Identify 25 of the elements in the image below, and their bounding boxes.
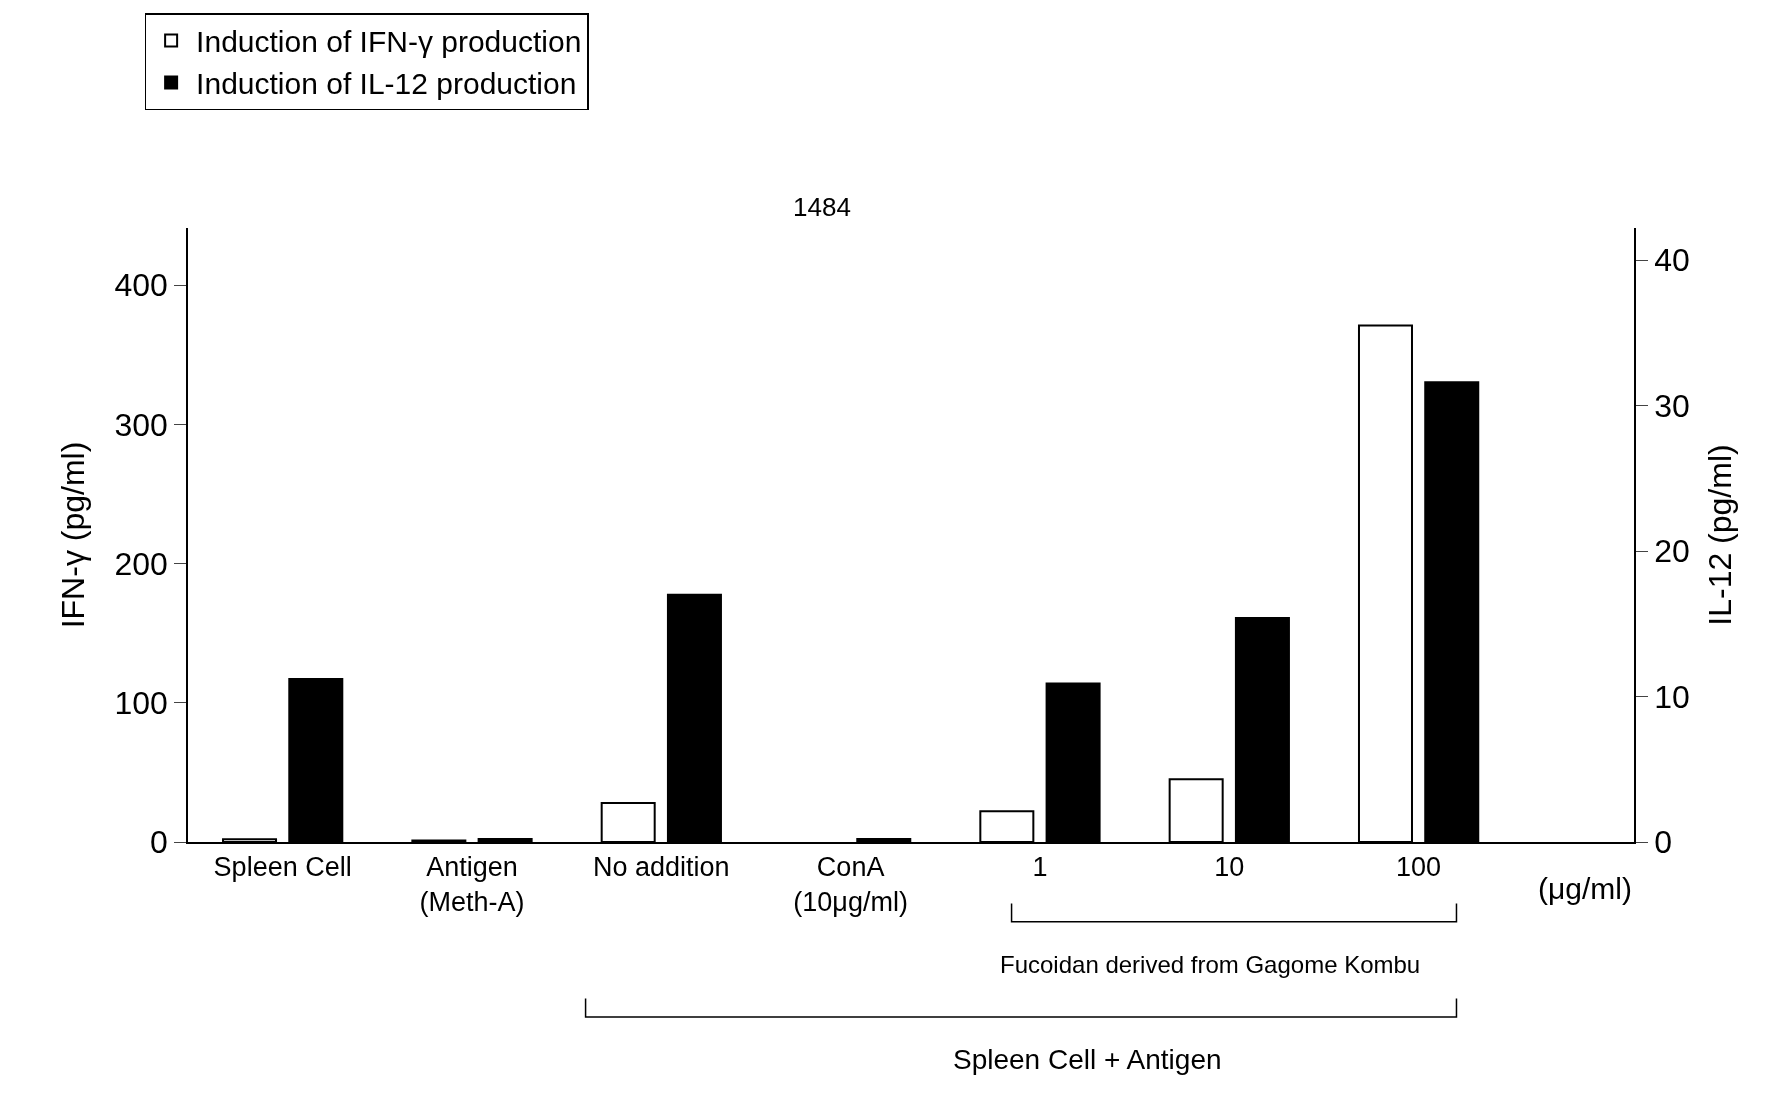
x-tick-label: 1 xyxy=(1032,852,1048,883)
y2-axis-title: IL-12 (pg/ml) xyxy=(1702,444,1739,626)
y-tick-label: 0 xyxy=(150,824,168,861)
x-tick-label: Spleen Cell xyxy=(213,852,352,883)
y-tick-label: 300 xyxy=(114,406,168,443)
y-axis-title: IFN-γ (pg/ml) xyxy=(55,441,92,629)
y-tick-label: 400 xyxy=(114,267,168,304)
y2-tick-label: 0 xyxy=(1654,824,1672,861)
y2-tick-label: 20 xyxy=(1654,533,1690,570)
text: Fucoidan derived from Gagome Kombu xyxy=(1000,951,1421,978)
x-tick-label: No addition xyxy=(593,852,730,883)
x-tick-label: ConA (10μg/ml) xyxy=(793,852,908,918)
text: (μg/ml) xyxy=(1538,872,1632,905)
x-tick-label: Antigen (Meth-A) xyxy=(419,852,525,918)
y-tick-label: 100 xyxy=(114,684,168,721)
legend-label: Induction of IFN-γ production xyxy=(196,25,582,59)
x-tick-label: 100 xyxy=(1396,852,1442,883)
y2-tick-label: 30 xyxy=(1654,387,1690,424)
y-tick-label: 200 xyxy=(114,545,168,582)
legend-label: Induction of IL-12 production xyxy=(196,67,577,101)
text: Spleen Cell + Antigen xyxy=(953,1044,1222,1075)
y2-tick-label: 10 xyxy=(1654,678,1690,715)
y2-tick-label: 40 xyxy=(1654,242,1690,279)
text: 1484 xyxy=(793,192,851,222)
x-tick-label: 10 xyxy=(1214,852,1245,883)
